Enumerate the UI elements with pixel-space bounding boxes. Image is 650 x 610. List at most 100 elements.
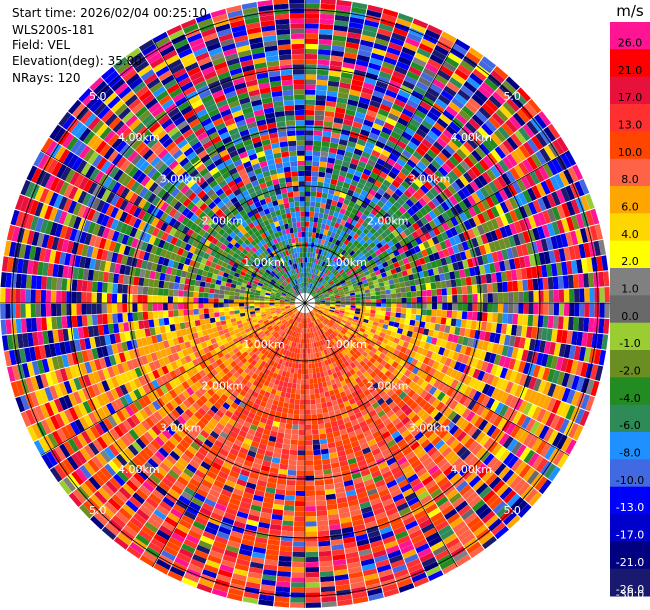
- velocity-gate: [495, 377, 505, 390]
- velocity-gate: [471, 150, 483, 162]
- velocity-gate: [588, 317, 595, 333]
- velocity-gate: [337, 364, 344, 371]
- velocity-gate: [320, 0, 336, 5]
- velocity-gate: [391, 303, 397, 308]
- velocity-gate: [266, 419, 274, 426]
- velocity-gate: [491, 387, 500, 400]
- velocity-gate: [284, 428, 292, 435]
- velocity-gate: [344, 323, 351, 329]
- velocity-gate: [327, 85, 339, 92]
- velocity-gate: [208, 516, 222, 526]
- velocity-gate: [314, 287, 319, 292]
- velocity-gate: [339, 292, 345, 296]
- velocity-gate: [356, 165, 365, 173]
- velocity-gate: [566, 374, 575, 389]
- velocity-gate: [323, 126, 333, 133]
- velocity-gate: [578, 243, 586, 259]
- velocity-gate: [276, 576, 291, 583]
- velocity-gate: [328, 272, 334, 278]
- velocity-gate: [509, 167, 521, 181]
- velocity-gate: [320, 443, 328, 450]
- velocity-gate: [257, 358, 264, 365]
- velocity-gate: [323, 343, 328, 350]
- velocity-gate: [460, 319, 467, 328]
- velocity-gate: [349, 250, 356, 257]
- velocity-gate: [305, 511, 317, 517]
- velocity-gate: [527, 279, 534, 291]
- velocity-gate: [371, 447, 382, 456]
- velocity-gate: [168, 536, 183, 548]
- velocity-gate: [280, 337, 285, 343]
- velocity-gate: [445, 105, 458, 117]
- velocity-gate: [589, 225, 599, 241]
- velocity-gate: [323, 292, 329, 296]
- velocity-gate: [320, 371, 325, 378]
- velocity-gate: [521, 349, 529, 362]
- velocity-gate: [383, 405, 392, 414]
- velocity-gate: [424, 322, 431, 329]
- velocity-gate: [354, 170, 363, 178]
- velocity-gate: [446, 310, 453, 318]
- velocity-gate: [189, 459, 200, 470]
- velocity-gate: [438, 443, 449, 454]
- velocity-gate: [472, 215, 482, 226]
- velocity-gate: [336, 317, 343, 322]
- velocity-gate: [452, 43, 468, 56]
- velocity-gate: [378, 171, 388, 180]
- velocity-gate: [503, 303, 509, 313]
- velocity-gate: [430, 511, 444, 523]
- velocity-gate: [343, 443, 353, 451]
- velocity-gate: [313, 454, 322, 461]
- velocity-gate: [327, 279, 333, 284]
- velocity-gate: [384, 540, 398, 550]
- velocity-gate: [406, 398, 415, 407]
- velocity-gate: [467, 425, 478, 437]
- velocity-gate: [356, 278, 362, 283]
- velocity-gate: [502, 139, 515, 153]
- velocity-gate: [315, 89, 327, 96]
- velocity-gate: [206, 421, 216, 431]
- velocity-gate: [200, 416, 209, 426]
- velocity-gate: [336, 496, 348, 504]
- velocity-gate: [396, 328, 404, 335]
- velocity-gate: [376, 113, 388, 122]
- velocity-gate: [331, 262, 337, 268]
- velocity-gate: [191, 497, 204, 507]
- velocity-gate: [213, 479, 225, 489]
- velocity-gate: [376, 356, 384, 364]
- velocity-gate: [340, 129, 351, 136]
- velocity-gate: [388, 426, 398, 435]
- velocity-gate: [394, 497, 407, 507]
- velocity-gate: [289, 454, 297, 461]
- velocity-gate: [542, 381, 552, 396]
- velocity-gate: [293, 526, 305, 532]
- velocity-gate: [400, 84, 413, 95]
- velocity-gate: [563, 289, 570, 303]
- velocity-gate: [495, 389, 505, 402]
- velocity-gate: [352, 445, 362, 453]
- velocity-gate: [345, 305, 351, 308]
- velocity-gate: [340, 306, 346, 310]
- velocity-gate: [424, 415, 434, 425]
- velocity-gate: [550, 414, 561, 430]
- velocity-gate: [311, 310, 316, 315]
- velocity-gate: [336, 284, 342, 289]
- velocity-gate: [350, 84, 363, 92]
- velocity-gate: [209, 430, 220, 440]
- velocity-gate: [542, 395, 552, 410]
- velocity-gate: [318, 540, 331, 547]
- velocity-gate: [305, 485, 315, 491]
- velocity-gate: [338, 87, 350, 94]
- velocity-gate: [403, 361, 411, 370]
- velocity-gate: [318, 34, 333, 40]
- velocity-gate: [315, 304, 321, 306]
- velocity-gate: [320, 586, 336, 593]
- velocity-gate: [463, 375, 473, 386]
- velocity-gate: [381, 204, 390, 213]
- velocity-gate: [331, 216, 338, 223]
- velocity-gate: [181, 514, 195, 525]
- velocity-gate: [378, 71, 392, 80]
- velocity-gate: [326, 323, 332, 328]
- velocity-gate: [395, 474, 407, 484]
- velocity-gate: [319, 305, 325, 308]
